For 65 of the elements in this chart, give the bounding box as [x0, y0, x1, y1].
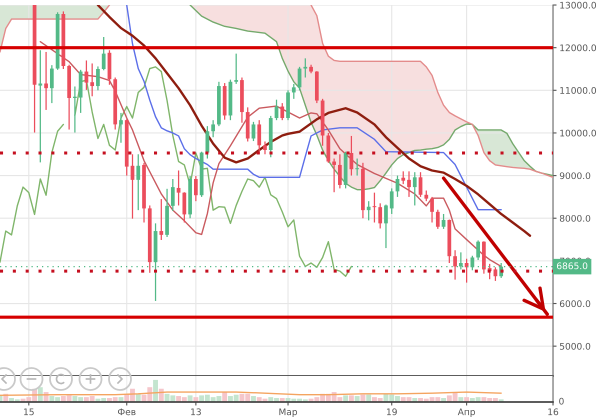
candlestick — [412, 172, 417, 206]
candlestick — [453, 250, 457, 280]
x-tick-label: 13 — [191, 408, 201, 416]
candlestick — [436, 209, 440, 230]
candlestick — [44, 51, 48, 111]
bar — [153, 380, 158, 402]
y-tick-label: 6000.0 — [560, 300, 590, 308]
candlestick — [96, 66, 100, 91]
candlestick — [50, 64, 54, 104]
candlestick — [194, 175, 198, 202]
x-tick-label: Фев — [118, 408, 136, 416]
y-tick-label: 5000.0 — [560, 342, 590, 350]
candlestick — [130, 154, 134, 220]
candlestick — [390, 188, 394, 215]
candlestick — [90, 62, 94, 97]
x-tick-label: Апр — [458, 408, 476, 417]
candlestick — [280, 102, 284, 121]
y-tick-label: 13000.0 — [560, 2, 596, 9]
candlestick — [234, 53, 238, 85]
candlestick — [494, 266, 498, 282]
candlestick — [355, 158, 360, 176]
bar — [366, 394, 372, 402]
candlestick — [396, 174, 400, 198]
candlestick — [292, 83, 296, 100]
y-tick-label: 10000.0 — [560, 130, 596, 137]
candlestick — [378, 202, 382, 230]
candlestick — [407, 170, 411, 198]
candlestick — [384, 204, 388, 249]
candlestick — [401, 170, 406, 185]
bar — [360, 394, 366, 402]
y-tick-label: 8000.0 — [560, 214, 590, 222]
x-tick-label: 15 — [24, 408, 34, 416]
candlestick — [274, 99, 278, 121]
candlestick — [442, 213, 446, 230]
candlestick — [476, 240, 480, 261]
candlestick — [257, 120, 262, 155]
y-tick-label: 9000.0 — [560, 172, 590, 180]
candlestick — [102, 36, 106, 71]
candlestick — [206, 126, 210, 160]
candlestick — [332, 158, 336, 193]
x-tick-label: Мар — [279, 408, 298, 417]
candlestick — [170, 178, 175, 212]
text: 0 — [559, 398, 564, 405]
candlestick — [418, 172, 422, 198]
y-tick-label: 12000.0 — [560, 44, 596, 52]
candlestick — [119, 112, 123, 144]
candlestick — [366, 200, 371, 221]
candlestick — [430, 196, 434, 224]
candlestick — [84, 60, 88, 91]
candlestick — [136, 154, 140, 211]
candlestick — [176, 170, 180, 206]
x-tick-label: 16 — [548, 408, 558, 416]
candlestick — [159, 198, 164, 241]
candlestick — [372, 192, 376, 224]
candlestick — [338, 154, 342, 190]
candlestick — [182, 192, 186, 224]
x-tick-label: 19 — [386, 408, 397, 416]
candlestick — [73, 86, 77, 134]
candlestick — [252, 121, 256, 142]
y-tick-label: 11000.0 — [560, 87, 596, 94]
candlestick — [298, 66, 302, 91]
candlestick — [464, 258, 468, 284]
candlestick — [263, 140, 267, 155]
ref-line-label: 6865.0 — [556, 262, 588, 270]
candlestick — [350, 135, 354, 176]
